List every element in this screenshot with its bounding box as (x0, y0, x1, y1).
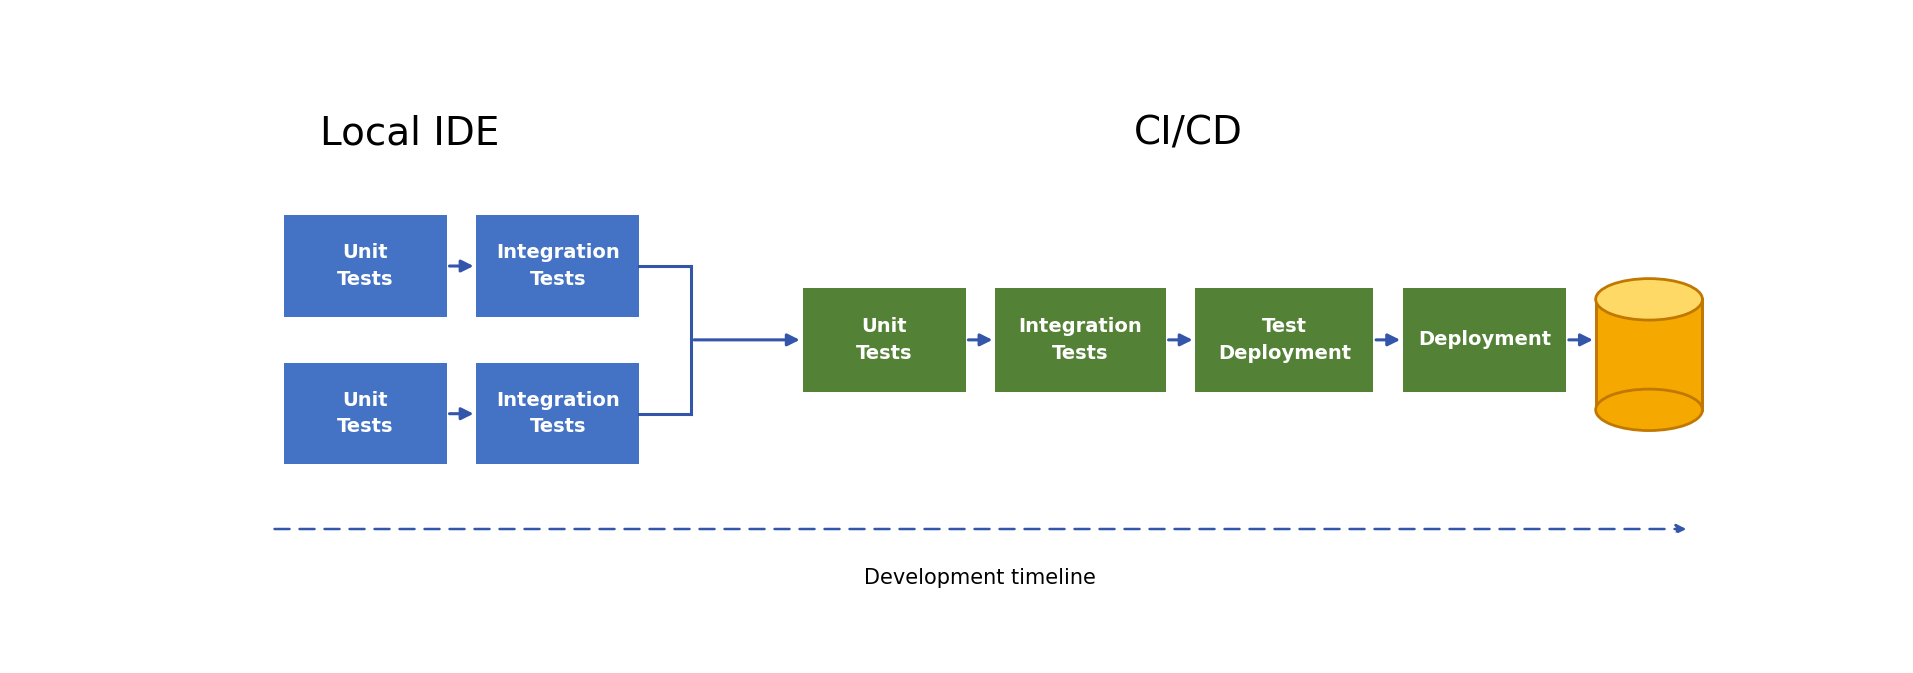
Text: Test
Deployment: Test Deployment (1219, 317, 1351, 363)
Text: CI/CD: CI/CD (1134, 114, 1242, 153)
FancyBboxPatch shape (476, 215, 639, 316)
FancyBboxPatch shape (803, 288, 966, 392)
FancyBboxPatch shape (1402, 288, 1567, 392)
Text: Integration
Tests: Integration Tests (1018, 317, 1142, 363)
FancyBboxPatch shape (995, 288, 1165, 392)
Text: Integration
Tests: Integration Tests (495, 391, 620, 437)
Text: Unit
Tests: Unit Tests (855, 317, 913, 363)
FancyBboxPatch shape (476, 363, 639, 464)
Text: Unit
Tests: Unit Tests (337, 243, 394, 289)
Ellipse shape (1595, 279, 1703, 320)
FancyBboxPatch shape (283, 215, 448, 316)
Text: Integration
Tests: Integration Tests (495, 243, 620, 289)
FancyBboxPatch shape (1595, 299, 1703, 410)
Text: Local IDE: Local IDE (319, 114, 499, 153)
Ellipse shape (1595, 389, 1703, 431)
FancyBboxPatch shape (1196, 288, 1374, 392)
Text: Deployment: Deployment (1418, 330, 1551, 349)
FancyBboxPatch shape (283, 363, 448, 464)
Text: Development timeline: Development timeline (865, 568, 1096, 588)
Text: Unit
Tests: Unit Tests (337, 391, 394, 437)
